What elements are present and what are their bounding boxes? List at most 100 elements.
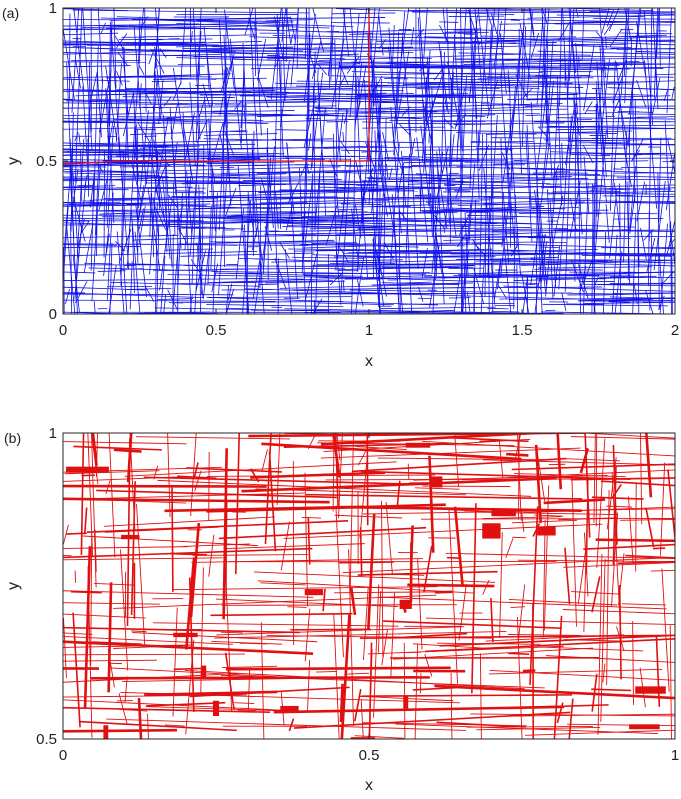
fracture-segment <box>348 549 354 727</box>
fracture-segment <box>599 276 675 279</box>
fracture-segment <box>424 157 675 160</box>
fracture-segment <box>515 104 675 110</box>
fracture-segment <box>351 71 591 77</box>
fracture-segment <box>107 649 115 688</box>
fracture-segment <box>423 8 428 59</box>
fracture-segment <box>241 476 557 493</box>
fracture-segment <box>182 543 251 547</box>
fracture-segment <box>276 433 281 505</box>
fracture-segment <box>562 609 675 615</box>
fracture-segment <box>556 14 645 18</box>
fracture-segment <box>456 166 611 171</box>
thick-fracture-block <box>280 705 299 711</box>
fracture-segment <box>63 557 223 561</box>
fracture-segment <box>467 292 471 314</box>
fracture-segment <box>194 470 202 492</box>
fracture-segment <box>542 520 546 638</box>
fracture-segment <box>227 182 276 185</box>
fracture-segment <box>152 155 220 157</box>
fracture-segment <box>210 162 216 182</box>
panel-a-plot-area <box>63 8 675 314</box>
fracture-segment <box>656 8 660 59</box>
fracture-segment <box>215 598 399 608</box>
fracture-segment <box>577 548 587 604</box>
fracture-segment <box>206 161 295 165</box>
fracture-segment <box>63 299 276 302</box>
fracture-segment <box>574 108 577 282</box>
fracture-segment <box>479 653 482 739</box>
fracture-segment <box>532 523 541 537</box>
fracture-segment <box>227 283 233 301</box>
fracture-segment <box>589 10 675 13</box>
fracture-segment <box>172 244 179 314</box>
fracture-segment <box>133 91 140 209</box>
fracture-segment <box>611 512 619 607</box>
fracture-segment <box>499 33 507 95</box>
fracture-segment <box>567 723 675 727</box>
fracture-segment <box>381 500 384 658</box>
fracture-segment <box>363 508 675 515</box>
fracture-segment <box>176 23 330 29</box>
fracture-segment <box>508 297 675 301</box>
fracture-segment <box>603 232 607 314</box>
fracture-segment <box>527 14 675 19</box>
fracture-segment <box>116 33 128 48</box>
fracture-segment <box>448 509 459 684</box>
fracture-segment <box>405 153 411 264</box>
fracture-segment <box>65 288 70 305</box>
fracture-segment <box>221 267 346 270</box>
fracture-segment <box>181 227 245 230</box>
fracture-segment <box>160 256 166 314</box>
fracture-segment <box>345 93 414 96</box>
panel-a-y-axis-label: y <box>5 157 22 165</box>
fracture-segment <box>410 525 414 558</box>
fracture-segment <box>116 70 123 86</box>
fracture-segment <box>260 582 306 586</box>
fracture-segment <box>156 225 160 314</box>
fracture-segment <box>192 8 201 140</box>
fracture-segment <box>303 210 306 240</box>
fracture-segment <box>510 85 516 151</box>
fracture-segment <box>73 8 85 90</box>
fracture-segment <box>79 220 90 236</box>
y-tick-label: 0 <box>49 306 57 323</box>
fracture-segment <box>262 186 510 192</box>
fracture-segment <box>108 433 116 558</box>
fracture-segment <box>339 140 350 155</box>
fracture-segment <box>567 36 671 41</box>
fracture-segment <box>402 155 480 160</box>
fracture-segment <box>516 617 523 739</box>
fracture-segment <box>226 119 328 124</box>
fracture-segment <box>234 702 255 705</box>
fracture-segment <box>547 189 554 300</box>
fracture-segment <box>628 8 642 115</box>
fracture-segment <box>559 8 563 106</box>
fracture-segment <box>388 46 395 101</box>
fracture-segment <box>154 46 163 116</box>
fracture-segment <box>407 463 410 480</box>
fracture-segment <box>543 498 606 505</box>
fracture-segment <box>518 213 583 215</box>
fracture-segment <box>431 151 444 274</box>
fracture-segment <box>63 244 118 246</box>
fracture-segment <box>375 206 470 209</box>
x-tick-label: 0.5 <box>206 322 227 339</box>
fracture-segment <box>75 281 88 304</box>
fracture-segment <box>332 433 335 512</box>
fracture-segment <box>63 164 171 167</box>
fracture-segment <box>593 18 675 20</box>
fracture-segment <box>561 142 564 179</box>
fracture-segment <box>634 100 640 268</box>
fracture-segment <box>331 38 345 108</box>
fracture-segment <box>414 149 513 151</box>
fracture-segment <box>211 641 283 645</box>
fracture-segment <box>650 8 653 132</box>
fracture-segment <box>113 448 142 453</box>
fracture-segment <box>425 617 675 626</box>
fracture-segment <box>270 8 282 100</box>
fracture-segment <box>329 272 343 286</box>
fracture-segment <box>334 514 403 519</box>
fracture-segment <box>372 239 383 276</box>
fracture-segment <box>154 307 507 314</box>
fracture-segment <box>627 113 675 115</box>
